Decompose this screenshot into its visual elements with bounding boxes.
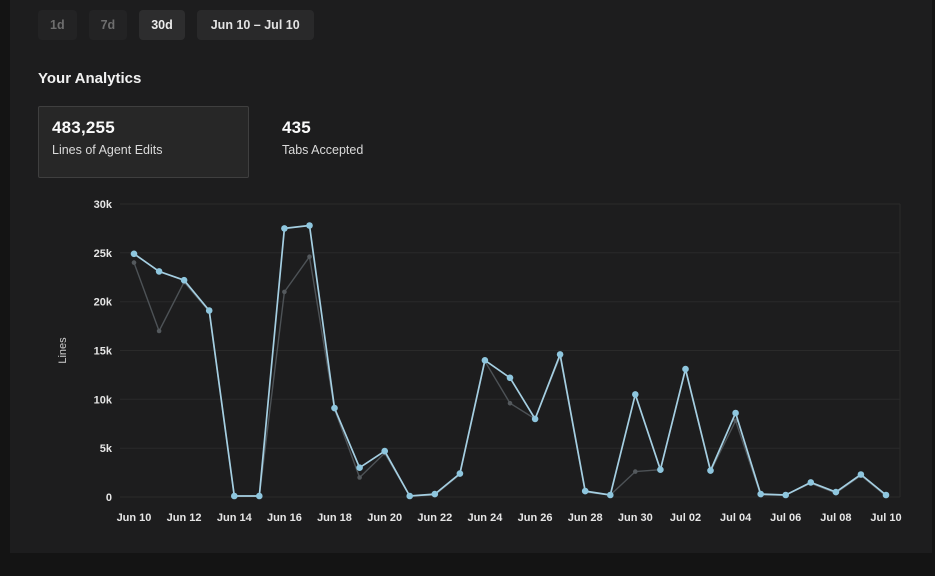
stat-cards-row: 483,255 Lines of Agent Edits 435 Tabs Ac…	[38, 106, 479, 178]
analytics-panel: 1d 7d 30d Jun 10 – Jul 10 Your Analytics…	[10, 0, 932, 553]
svg-text:Jul 10: Jul 10	[870, 512, 901, 524]
svg-text:30k: 30k	[94, 199, 113, 211]
time-range-toolbar: 1d 7d 30d Jun 10 – Jul 10	[38, 10, 314, 40]
svg-text:Jun 30: Jun 30	[618, 512, 653, 524]
svg-text:Jun 20: Jun 20	[367, 512, 402, 524]
stat-card-tabs-accepted[interactable]: 435 Tabs Accepted	[268, 106, 479, 178]
stat-label: Lines of Agent Edits	[52, 143, 163, 157]
svg-text:20k: 20k	[94, 297, 113, 309]
svg-text:Lines: Lines	[57, 337, 69, 364]
svg-text:Jun 22: Jun 22	[417, 512, 452, 524]
svg-text:5k: 5k	[100, 443, 113, 455]
date-range-button[interactable]: Jun 10 – Jul 10	[196, 10, 314, 40]
svg-text:10k: 10k	[94, 394, 113, 406]
range-30d-button[interactable]: 30d	[139, 10, 185, 40]
svg-text:25k: 25k	[94, 248, 113, 260]
svg-text:Jul 02: Jul 02	[670, 512, 701, 524]
analytics-chart: 0 5k 10k 15k 20k 25k 30k Jun 10 Jun 12 Jun 14 Jun …	[40, 192, 910, 542]
range-1d-button[interactable]: 1d	[38, 10, 77, 40]
svg-text:Jun 10: Jun 10	[117, 512, 152, 524]
svg-text:0: 0	[106, 492, 112, 504]
svg-text:Jun 26: Jun 26	[518, 512, 553, 524]
svg-text:Jun 24: Jun 24	[467, 512, 503, 524]
line-chart-svg: 0 5k 10k 15k 20k 25k 30k Jun 10 Jun 12 Jun 14 Jun …	[57, 199, 902, 524]
svg-text:Jun 14: Jun 14	[217, 512, 253, 524]
svg-text:Jul 08: Jul 08	[820, 512, 851, 524]
svg-text:Jun 18: Jun 18	[317, 512, 352, 524]
range-7d-button[interactable]: 7d	[88, 10, 128, 40]
svg-text:Jul 06: Jul 06	[770, 512, 801, 524]
stat-value: 435	[282, 118, 311, 137]
svg-text:Jun 28: Jun 28	[568, 512, 603, 524]
svg-text:15k: 15k	[94, 346, 113, 358]
stat-label: Tabs Accepted	[282, 143, 364, 157]
svg-text:Jun 16: Jun 16	[267, 512, 302, 524]
svg-text:Jun 12: Jun 12	[167, 512, 202, 524]
stat-value: 483,255	[52, 118, 115, 137]
svg-text:Jul 04: Jul 04	[720, 512, 752, 524]
stat-card-lines-of-agent-edits[interactable]: 483,255 Lines of Agent Edits	[38, 106, 249, 178]
page-title: Your Analytics	[38, 70, 142, 87]
